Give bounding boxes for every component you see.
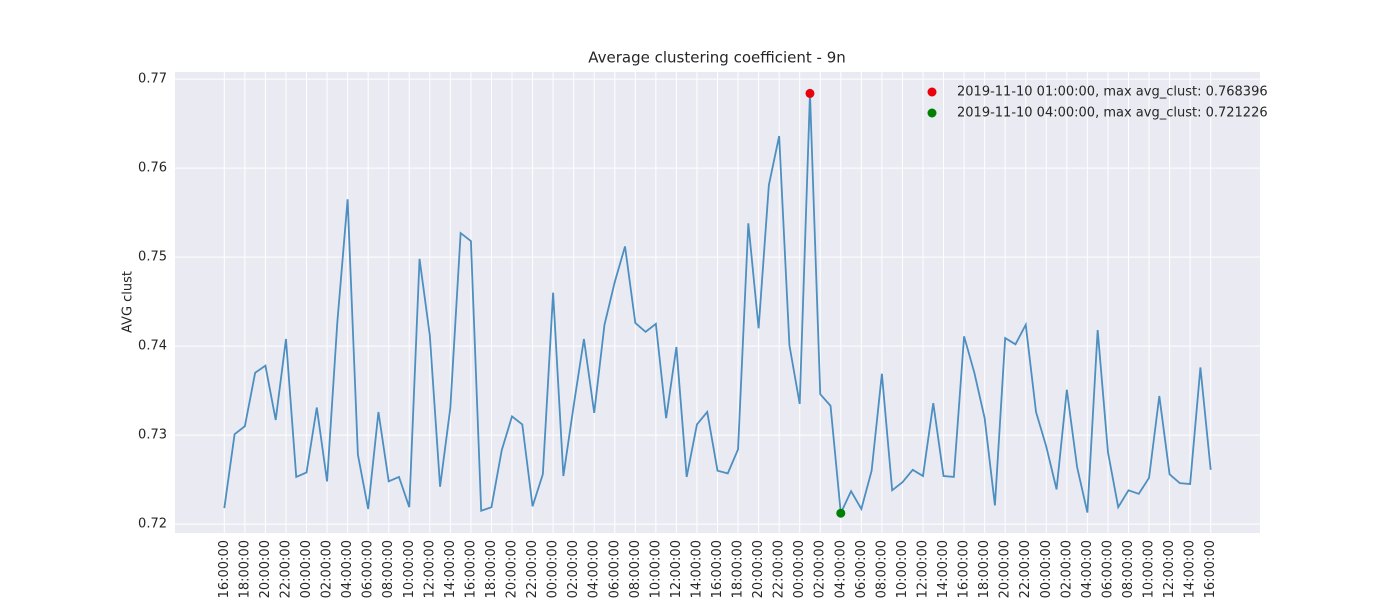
x-tick-label: 2019-11-08 08:00:00: [381, 540, 396, 600]
x-tick-label: 2019-11-07 22:00:00: [278, 540, 293, 600]
x-tick-label: 2019-11-09 18:00:00: [731, 540, 746, 600]
x-tick-label: 2019-11-11 02:00:00: [1059, 540, 1074, 600]
x-tick-label: 2019-11-11 14:00:00: [1183, 540, 1198, 600]
x-tick-label: 2019-11-08 06:00:00: [361, 540, 376, 600]
y-tick-label: 0.75: [138, 250, 167, 265]
x-tick-label: 2019-11-10 20:00:00: [998, 540, 1013, 600]
x-tick-label: 2019-11-10 12:00:00: [915, 540, 930, 600]
legend-marker: [927, 87, 937, 97]
x-tick-label: 2019-11-08 18:00:00: [484, 540, 499, 600]
x-tick-label: 2019-11-09 14:00:00: [689, 540, 704, 600]
x-tick-label: 2019-11-11 04:00:00: [1080, 540, 1095, 600]
highlight-point: [805, 88, 815, 98]
x-tick-label: 2019-11-11 08:00:00: [1121, 540, 1136, 600]
x-tick-label: 2019-11-09 02:00:00: [566, 540, 581, 600]
x-tick-label: 2019-11-08 12:00:00: [422, 540, 437, 600]
x-tick-label: 2019-11-10 14:00:00: [936, 540, 951, 600]
x-tick-label: 2019-11-10 06:00:00: [854, 540, 869, 600]
x-tick-label: 2019-11-10 04:00:00: [833, 540, 848, 600]
x-tick-label: 2019-11-08 00:00:00: [299, 540, 314, 600]
legend-label: 2019-11-10 04:00:00, max avg_clust: 0.72…: [957, 106, 1268, 121]
x-tick-label: 2019-11-09 06:00:00: [607, 540, 622, 600]
x-tick-label: 2019-11-09 04:00:00: [587, 540, 602, 600]
x-tick-label: 2019-11-08 20:00:00: [505, 540, 520, 600]
y-tick-label: 0.76: [138, 161, 167, 176]
x-tick-label: 2019-11-07 16:00:00: [217, 540, 232, 600]
x-tick-label: 2019-11-07 18:00:00: [237, 540, 252, 600]
x-tick-label: 2019-11-09 08:00:00: [628, 540, 643, 600]
y-tick-label: 0.73: [138, 428, 167, 443]
x-tick-label: 2019-11-09 12:00:00: [669, 540, 684, 600]
x-tick-label: 2019-11-10 10:00:00: [895, 540, 910, 600]
x-tick-label: 2019-11-08 02:00:00: [320, 540, 335, 600]
x-tick-label: 2019-11-10 02:00:00: [813, 540, 828, 600]
x-tick-label: 2019-11-08 14:00:00: [443, 540, 458, 600]
x-tick-label: 2019-11-11 06:00:00: [1100, 540, 1115, 600]
x-tick-label: 2019-11-08 22:00:00: [525, 540, 540, 600]
x-tick-label: 2019-11-10 18:00:00: [977, 540, 992, 600]
x-tick-label: 2019-11-11 16:00:00: [1203, 540, 1218, 600]
x-tick-label: 2019-11-09 22:00:00: [772, 540, 787, 600]
x-tick-label: 2019-11-10 16:00:00: [957, 540, 972, 600]
x-tick-label: 2019-11-08 04:00:00: [340, 540, 355, 600]
x-tick-label: 2019-11-11 12:00:00: [1162, 540, 1177, 600]
x-tick-label: 2019-11-10 00:00:00: [792, 540, 807, 600]
chart-title: Average clustering coefficient - 9n: [588, 49, 846, 67]
x-tick-label: 2019-11-09 00:00:00: [546, 540, 561, 600]
x-tick-label: 2019-11-08 16:00:00: [463, 540, 478, 600]
x-tick-label: 2019-11-09 16:00:00: [710, 540, 725, 600]
x-tick-label: 2019-11-09 10:00:00: [648, 540, 663, 600]
data-line: [223, 93, 1212, 517]
x-tick-label: 2019-11-11 10:00:00: [1142, 540, 1157, 600]
x-tick-label: 2019-11-11 00:00:00: [1039, 540, 1054, 600]
x-tick-label: 2019-11-08 10:00:00: [402, 540, 417, 600]
y-axis-label: AVG clust: [121, 271, 136, 333]
y-tick-label: 0.74: [138, 339, 167, 354]
x-tick-label: 2019-11-10 08:00:00: [874, 540, 889, 600]
legend-marker: [927, 108, 937, 118]
x-tick-label: 2019-11-09 20:00:00: [751, 540, 766, 600]
x-tick-label: 2019-11-10 22:00:00: [1018, 540, 1033, 600]
legend-label: 2019-11-10 01:00:00, max avg_clust: 0.76…: [957, 85, 1268, 100]
y-tick-label: 0.72: [138, 517, 167, 532]
highlight-point: [836, 508, 846, 518]
x-tick-label: 2019-11-07 20:00:00: [258, 540, 273, 600]
y-tick-label: 0.77: [138, 72, 167, 87]
